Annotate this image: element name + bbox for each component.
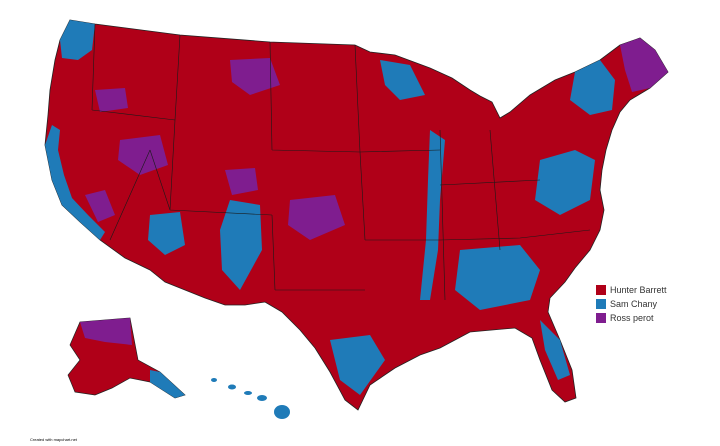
island xyxy=(257,395,267,401)
hawaii xyxy=(211,378,290,419)
island xyxy=(274,405,290,419)
legend-label: Ross perot xyxy=(610,313,654,323)
region xyxy=(45,125,105,240)
region xyxy=(148,212,185,255)
state-border xyxy=(91,23,591,301)
legend-label: Sam Chany xyxy=(610,299,658,309)
region xyxy=(620,38,668,92)
region xyxy=(380,60,425,100)
island xyxy=(228,384,236,390)
region xyxy=(230,58,280,95)
legend-swatch xyxy=(596,299,606,309)
region xyxy=(420,130,445,300)
region xyxy=(570,60,615,115)
region xyxy=(330,335,385,395)
region xyxy=(85,190,115,222)
region xyxy=(540,320,570,380)
region xyxy=(60,20,95,60)
island xyxy=(211,378,217,382)
lower-48 xyxy=(44,19,669,411)
region xyxy=(95,88,128,112)
legend-label: Hunter Barrett xyxy=(610,285,667,295)
legend-swatch xyxy=(596,313,606,323)
region xyxy=(80,318,132,345)
region xyxy=(455,245,540,310)
legend-swatch xyxy=(596,285,606,295)
region xyxy=(535,150,595,215)
region xyxy=(225,168,258,195)
region xyxy=(118,135,168,175)
legend: Hunter Barrett Sam Chany Ross perot xyxy=(596,285,667,323)
land xyxy=(44,19,669,411)
region xyxy=(220,200,262,290)
island xyxy=(244,391,252,395)
footer: Created with mapchart.net xyxy=(30,437,78,442)
region xyxy=(150,370,185,398)
region xyxy=(288,195,345,240)
